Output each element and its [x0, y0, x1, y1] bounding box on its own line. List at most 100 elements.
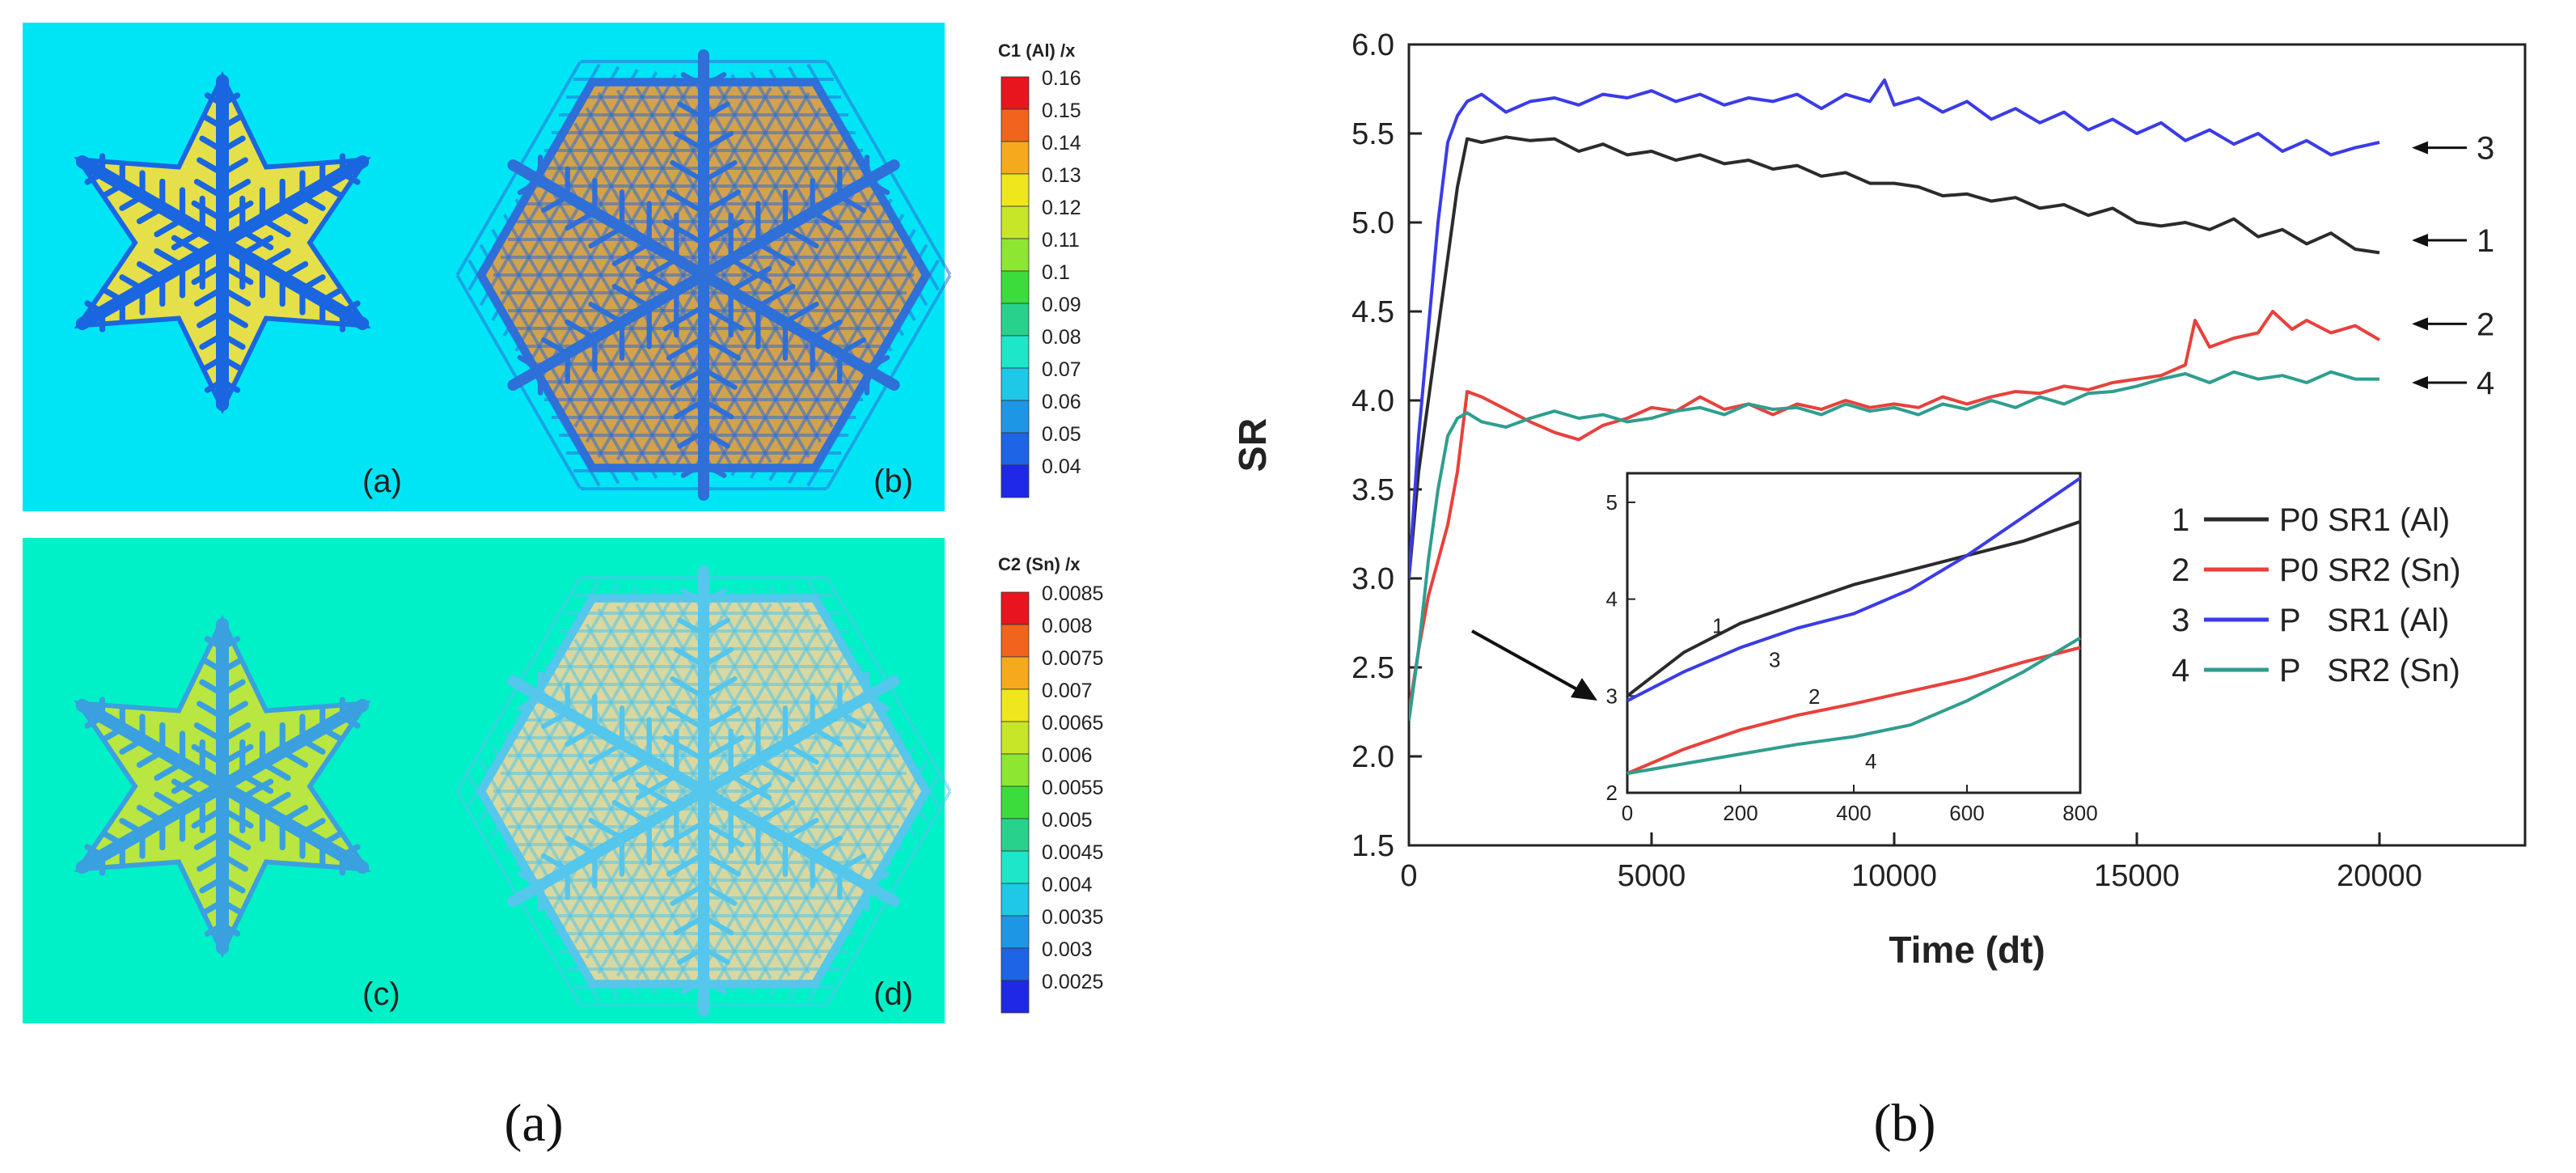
dendrite-arm-branch	[239, 235, 274, 257]
inset-series-label: 2	[1808, 684, 1820, 709]
dendrite-arm-branch	[279, 748, 309, 769]
dendrite-arm-branch	[700, 430, 730, 449]
legend-number: 3	[2172, 603, 2189, 638]
dendrite-arm-branch	[219, 262, 254, 286]
map-label-c: (c)	[362, 976, 400, 1012]
dendrite-arm	[216, 155, 370, 249]
dendrite-arm-branch	[755, 283, 796, 310]
dendrite-arm-branch	[700, 646, 734, 668]
colorbar-swatch	[1000, 76, 1030, 110]
dendrite-arm	[75, 780, 229, 874]
colorbar-swatch	[1000, 721, 1030, 755]
dendrite-arm-branch	[319, 287, 344, 304]
series-line-3	[1409, 78, 2380, 579]
dendrite-arm-branch	[119, 737, 146, 755]
dendrite-hex-d	[455, 565, 952, 1017]
y-tick-label: 4.5	[1351, 295, 1394, 329]
dendrite-arm	[216, 780, 370, 874]
dendrite-arm-branch	[700, 588, 727, 606]
dendrite-arm-branch	[700, 705, 742, 731]
colorbar-swatch	[1000, 818, 1030, 852]
x-tick-label: 5000	[1618, 859, 1686, 893]
colorbar-2: C2 (Sn) /x 0.0085 0.008 0.0075 0.007 0.0065 0.…	[998, 554, 1103, 1014]
dendrite-arm-branch	[199, 332, 226, 350]
series-arrow-2: 2	[2412, 307, 2494, 342]
dendrite-arm-branch	[680, 460, 707, 478]
dendrite-arm-branch	[219, 899, 243, 916]
dendrite-arm-branch	[677, 430, 707, 449]
dendrite-arm-branch	[565, 835, 598, 857]
dendrite-arm-branch	[219, 657, 243, 674]
colorbar-label: 0.11	[1042, 229, 1080, 252]
inset-y-tick-label: 5	[1606, 490, 1618, 515]
dendrite-arm-branch	[171, 778, 205, 801]
colorbar-title: C1 (Al) /x	[998, 40, 1076, 61]
legend-label: P0 SR2 (Sn)	[2279, 553, 2461, 588]
dendrite-arm-branch	[299, 737, 326, 755]
dendrite-arm	[698, 786, 900, 907]
dendrite-arm-branch	[204, 636, 226, 651]
dendrite-arm-branch	[673, 398, 707, 420]
dendrite-arm-branch	[611, 756, 652, 783]
dendrite-arm-branch	[219, 921, 241, 937]
dendrite-arm-branch	[219, 743, 254, 767]
inset-series-label: 4	[1865, 749, 1876, 773]
colorbar-label: 0.09	[1042, 294, 1081, 316]
dendrite-arm-branch	[700, 851, 742, 877]
colorbar-swatch	[1000, 624, 1030, 658]
dendrite-arm-branch	[700, 130, 734, 152]
inset-series-line-2	[1626, 646, 2081, 775]
colorbar-label: 0.0085	[1042, 582, 1103, 605]
dendrite-arm-branch	[259, 248, 291, 269]
colorbar-swatch	[1000, 591, 1030, 625]
map-label-a: (a)	[362, 464, 402, 499]
colorbar-1: C1 (Al) /x 0.16 0.15 0.14 0.13 0.12 0.11 0.1 0.0…	[998, 40, 1081, 498]
dendrite-arm-branch	[662, 735, 707, 763]
dendrite-arm-branch	[670, 160, 707, 184]
colorbar-swatch	[1000, 400, 1030, 434]
dendrite-arm-branch	[588, 817, 625, 841]
dendrite-arm-branch	[666, 705, 707, 731]
dendrite-arm-branch	[677, 617, 707, 637]
dendrite-arm-branch	[136, 804, 166, 824]
dendrite-arm-branch	[239, 778, 274, 801]
dendrite-arm-branch	[136, 260, 166, 281]
dendrite-arm-branch	[588, 741, 625, 765]
dendrite-arm-branch	[680, 976, 707, 994]
colorbar-label: 0.16	[1042, 67, 1081, 90]
y-tick-label: 1.5	[1351, 829, 1394, 863]
dendrite-arm-branch	[662, 303, 707, 332]
dendrite-arm-branch	[700, 335, 742, 361]
colorbar-label: 0.14	[1042, 132, 1081, 155]
inset-series-line-1	[1626, 519, 2081, 697]
dendrite-arm-branch	[782, 225, 819, 249]
colorbar-label: 0.04	[1042, 455, 1081, 478]
dendrite-arm-branch	[635, 256, 679, 285]
x-tick-label: 20000	[2337, 859, 2422, 893]
dendrite-arm-branch	[517, 354, 544, 372]
colorbar-label: 0.0025	[1042, 971, 1103, 993]
series-arrow-1: 1	[2412, 223, 2494, 259]
colorbar-label: 0.0065	[1042, 712, 1103, 735]
colorbar-label: 0.005	[1042, 809, 1093, 832]
dendrite-arm-branch	[635, 781, 679, 810]
dendrite-arm-branch	[191, 743, 226, 767]
dendrite-arm	[75, 699, 229, 793]
colorbar-label: 0.07	[1042, 358, 1081, 381]
dendrite-arm-branch	[204, 92, 226, 108]
dendrite-arm-branch	[193, 722, 226, 743]
dendrite-arm-branch	[171, 772, 205, 794]
dendrite-arm-branch	[219, 853, 248, 872]
dendrite-arm-branch	[666, 851, 707, 877]
colorbars: C1 (Al) /x 0.16 0.15 0.14 0.13 0.12 0.11 0.1 0.0…	[998, 40, 1103, 1014]
dendrite-arm-branch	[219, 200, 254, 223]
colorbar-swatch	[1000, 335, 1030, 369]
colorbar-swatch	[1000, 303, 1030, 337]
colorbar-swatch	[1000, 980, 1030, 1014]
dendrite-arm-branch	[154, 216, 186, 238]
dendrite-arm-branch	[119, 818, 146, 836]
inset-x-tick-label: 400	[1836, 801, 1871, 825]
dendrite-arm-branch	[199, 875, 226, 894]
dendrite-arm-branch	[662, 819, 707, 848]
inset-x-tick-label: 0	[1622, 801, 1633, 825]
